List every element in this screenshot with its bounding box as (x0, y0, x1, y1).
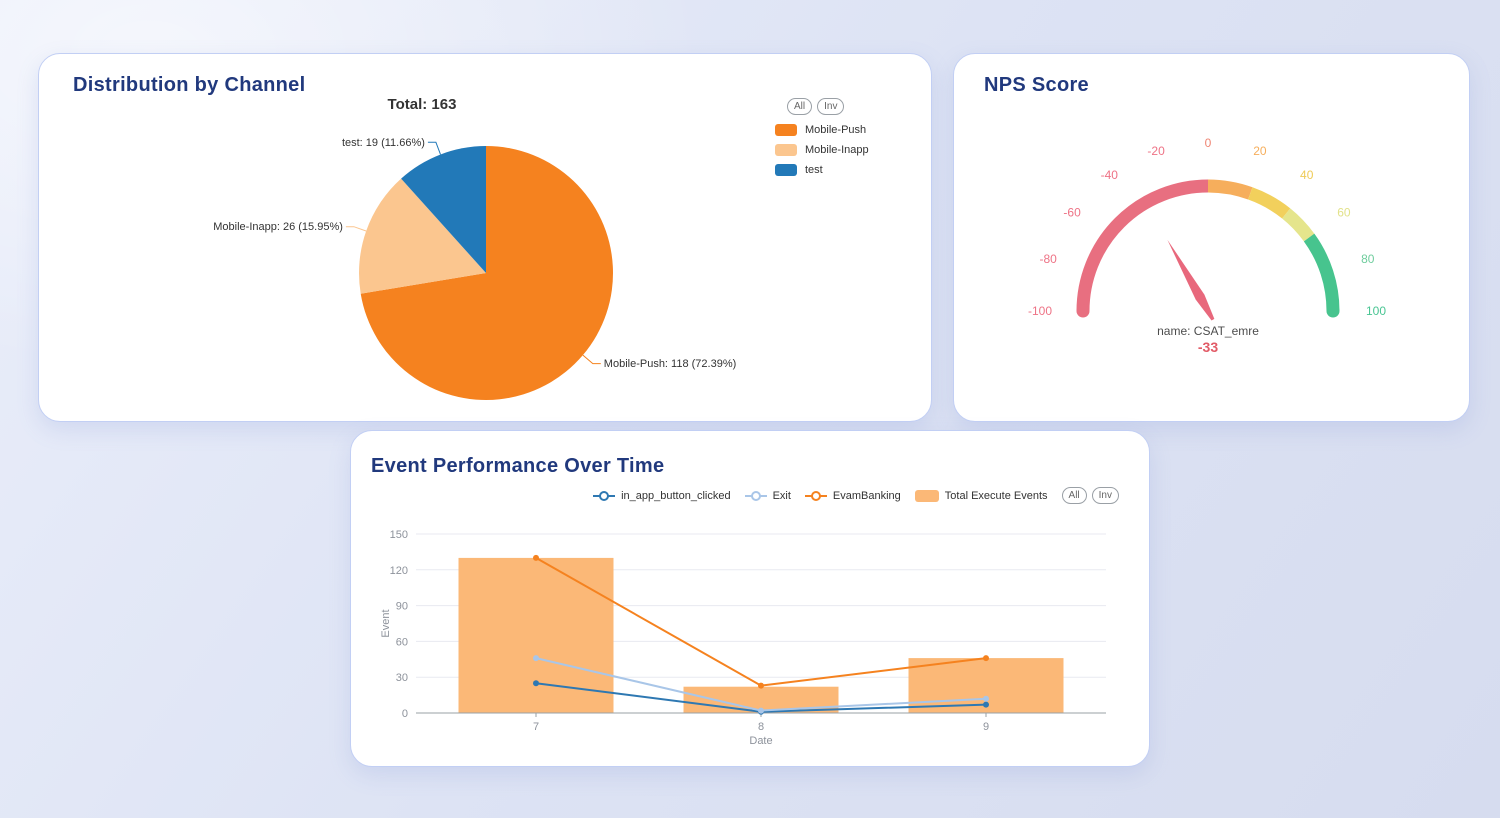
nps-card-title: NPS Score (984, 74, 1089, 96)
line-marker-icon (593, 490, 616, 501)
gauge-value-label: -33 (1197, 339, 1219, 355)
legend-item-exit[interactable]: Exit (744, 489, 791, 502)
pie-slice-Mobile-Push[interactable] (360, 146, 614, 400)
combo-chart: 0 30 60 90 120 150 7 8 9 Event Date (380, 529, 1106, 747)
pie-legend-buttons: All Inv (787, 98, 869, 115)
pie-slice-callout-Mobile-Inapp: Mobile-Inapp: 26 (15.95%) (213, 221, 343, 233)
y-axis-tick-label-30: 30 (396, 672, 408, 684)
combo-legend-buttons: All Inv (1061, 487, 1119, 504)
gauge-tick-label-80: 80 (1361, 252, 1375, 266)
gauge-arc-segment--100-0 (1076, 179, 1209, 312)
y-axis-tick-label-90: 90 (396, 601, 408, 613)
event-performance-card: Event Performance Over Time in_app_butto… (350, 430, 1150, 767)
gauge-needle (1167, 239, 1215, 321)
bar-marker-icon (914, 489, 939, 502)
point-EvamBanking-9[interactable] (983, 655, 989, 662)
legend-label: EvamBanking (832, 489, 901, 502)
gauge-tick-label-20: 20 (1253, 144, 1267, 158)
pie-slice-callout-test: test: 19 (11.66%) (342, 137, 425, 149)
legend-item-in-app-button-clicked[interactable]: in_app_button_clicked (593, 489, 731, 502)
events-card-title: Event Performance Over Time (371, 455, 665, 477)
pie-legend-item-test[interactable]: test (775, 164, 869, 176)
distribution-card-title: Distribution by Channel (73, 74, 306, 96)
pie-legend-item-mobile-push[interactable]: Mobile-Push (775, 124, 869, 136)
gauge-arc-segment-60-100 (1303, 233, 1340, 312)
gauge-tick-label--20: -20 (1147, 144, 1165, 158)
distribution-by-channel-card: Distribution by Channel Total: 163 Mobil… (38, 53, 932, 422)
pie-slice-callout-Mobile-Push: Mobile-Push: 118 (72.39%) (604, 358, 736, 370)
x-axis-tick-label-7: 7 (533, 721, 539, 733)
pie-legend-item-mobile-inapp[interactable]: Mobile-Inapp (775, 144, 869, 156)
x-axis-title: Date (749, 735, 772, 747)
combo-legend-inv-button[interactable]: Inv (1091, 487, 1119, 504)
point-in_app_button_clicked-7[interactable] (533, 680, 539, 687)
pie-slice-test[interactable] (401, 146, 486, 273)
point-EvamBanking-7[interactable] (533, 554, 539, 561)
gauge-tick-label--60: -60 (1063, 205, 1081, 219)
pie-label-leader-line (427, 141, 441, 155)
pie-chart: Mobile-Push: 118 (72.39%) Mobile-Inapp: 2… (213, 137, 736, 400)
point-in_app_button_clicked-9[interactable] (983, 701, 989, 708)
point-EvamBanking-8[interactable] (758, 682, 764, 689)
y-axis-tick-label-150: 150 (390, 529, 408, 541)
legend-label: Total Execute Events (944, 489, 1048, 502)
legend-label: Exit (772, 489, 791, 502)
x-axis-tick-label-9: 9 (983, 721, 989, 733)
pie-total-label: Total: 163 (387, 96, 457, 113)
combo-legend-all-button[interactable]: All (1061, 487, 1087, 504)
pie-legend-inv-button[interactable]: Inv (817, 98, 845, 115)
point-Exit-9[interactable] (983, 695, 989, 702)
gauge-tick-label-60: 60 (1337, 205, 1351, 219)
legend-label: in_app_button_clicked (621, 489, 731, 502)
y-axis-tick-label-0: 0 (402, 708, 408, 720)
test-swatch (775, 164, 797, 176)
pie-label-leader-line (582, 354, 601, 365)
point-Exit-8[interactable] (758, 707, 764, 714)
gauge-tick-label-100: 100 (1366, 304, 1386, 318)
gauge-name-label: name: CSAT_emre (1157, 324, 1259, 338)
gauge-arc-start-cap (1076, 304, 1090, 318)
gauge-arc-segment-0-22 (1207, 179, 1253, 200)
combo-legend: in_app_button_clicked Exit EvamBanking T… (593, 487, 1119, 504)
gauge-arc-segment-43-60 (1281, 208, 1315, 242)
pie-legend: All Inv Mobile-Push Mobile-Inapp test (775, 98, 869, 184)
y-axis-tick-label-120: 120 (390, 565, 408, 577)
gauge-tick-label--100: -100 (1028, 304, 1052, 318)
pie-legend-label: Mobile-Inapp (805, 144, 869, 156)
gauge-arc-segment-22-43 (1247, 187, 1291, 219)
legend-item-total-execute-events[interactable]: Total Execute Events (914, 489, 1048, 502)
gauge-tick-label--40: -40 (1101, 168, 1119, 182)
nps-score-card: NPS Score -100 -80 -60 -40 -20 0 20 40 60 80 100 n… (953, 53, 1470, 422)
pie-legend-label: test (805, 164, 823, 176)
pie-slice-Mobile-Inapp[interactable] (359, 178, 486, 294)
gauge-tick-label-40: 40 (1300, 168, 1314, 182)
gauge-tick-label--80: -80 (1040, 252, 1058, 266)
gauge-arc-end-cap (1326, 304, 1340, 318)
mobile-inapp-swatch (775, 144, 797, 156)
y-axis-title: Event (380, 609, 392, 637)
line-marker-icon (744, 490, 767, 501)
pie-legend-label: Mobile-Push (805, 124, 867, 136)
point-Exit-7[interactable] (533, 655, 539, 662)
pie-legend-all-button[interactable]: All (787, 98, 813, 115)
mobile-push-swatch (775, 124, 797, 136)
nps-gauge-chart: -100 -80 -60 -40 -20 0 20 40 60 80 100 (1028, 136, 1386, 321)
line-marker-icon (804, 490, 827, 501)
legend-item-evambanking[interactable]: EvamBanking (804, 489, 901, 502)
pie-label-leader-line (345, 226, 367, 232)
bar-7[interactable] (458, 557, 614, 713)
y-axis-tick-label-60: 60 (396, 636, 408, 648)
gauge-tick-label-0: 0 (1205, 136, 1212, 150)
x-axis-tick-label-8: 8 (758, 721, 764, 733)
